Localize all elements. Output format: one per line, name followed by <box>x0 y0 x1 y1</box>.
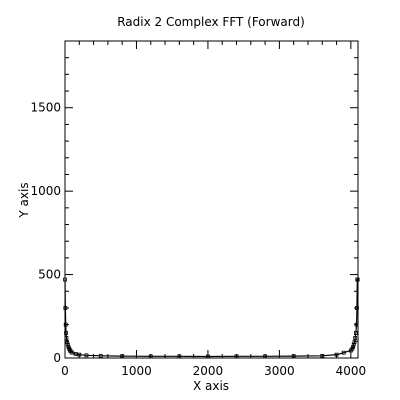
y-tick-label: 1000 <box>30 184 61 198</box>
x-tick-label: 2000 <box>193 364 224 378</box>
data-point <box>263 354 267 359</box>
chart-title: Radix 2 Complex FFT (Forward) <box>117 15 305 29</box>
data-point <box>353 331 358 335</box>
data-point <box>70 350 75 355</box>
data-point <box>351 345 355 350</box>
data-point <box>177 354 182 359</box>
data-point <box>355 306 359 310</box>
y-axis-ticks: 0 500 1000 1500 <box>30 40 358 365</box>
data-point <box>77 352 82 357</box>
x-axis-ticks: 0 1000 2000 3000 4000 <box>61 41 366 378</box>
data-point <box>65 340 70 345</box>
data-point <box>73 352 78 356</box>
data-point <box>65 342 70 347</box>
y-tick-label: 1500 <box>30 101 61 115</box>
x-axis-title: X axis <box>193 379 229 393</box>
data-point <box>341 350 346 355</box>
data-point <box>354 322 359 327</box>
y-axis-title: Y axis <box>17 182 31 218</box>
x-tick-label: 0 <box>61 364 69 378</box>
y-tick-label: 0 <box>53 351 61 365</box>
series-layer <box>63 277 360 359</box>
x-tick-label: 4000 <box>336 364 367 378</box>
data-point <box>334 352 339 357</box>
data-point <box>291 354 296 359</box>
data-point <box>353 336 358 340</box>
data-point <box>63 277 67 282</box>
data-point <box>355 277 360 282</box>
series-line <box>64 278 358 358</box>
data-point <box>68 348 72 353</box>
data-point <box>120 354 125 359</box>
x-tick-label: 3000 <box>264 364 295 378</box>
data-point <box>352 340 357 345</box>
plot-frame <box>64 40 359 359</box>
x-tick-label: 1000 <box>121 364 152 378</box>
y-tick-label: 500 <box>38 268 61 282</box>
data-point <box>148 354 153 359</box>
data-point <box>63 322 68 327</box>
data-point <box>98 353 103 358</box>
data-point <box>84 353 89 358</box>
data-point <box>63 306 68 310</box>
data-point <box>206 354 210 359</box>
data-point <box>234 354 239 359</box>
data-point <box>64 336 69 340</box>
data-point <box>64 331 68 335</box>
data-point <box>351 342 356 347</box>
data-point <box>320 353 325 358</box>
